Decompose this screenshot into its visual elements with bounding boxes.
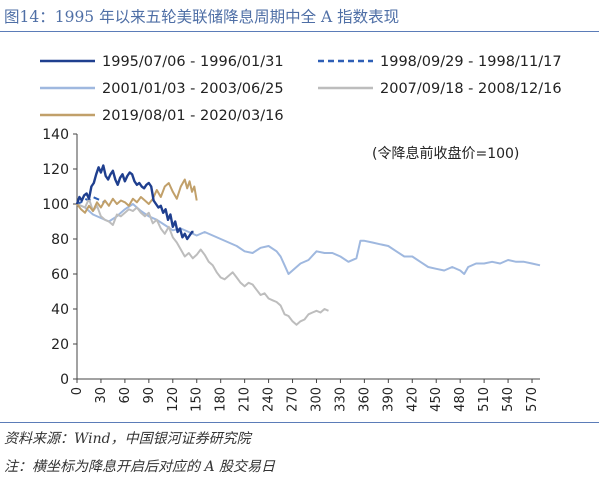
title-rule — [0, 31, 599, 32]
x-tick-label: 210 — [238, 387, 253, 412]
legend: 1995/07/06 - 1996/01/31 1998/09/29 - 1998… — [40, 54, 562, 124]
legend-label-2: 1998/09/29 - 1998/11/17 — [380, 54, 562, 70]
series-line-4 — [76, 197, 329, 326]
x-tick-label: 270 — [286, 387, 301, 412]
x-tick-label: 420 — [405, 387, 420, 412]
axes: 0 20 40 60 80 100 120 140 0 30 60 90 120 150 180 210 240… — [42, 127, 540, 412]
y-tick-label: 120 — [42, 162, 69, 178]
x-tick-label: 480 — [453, 387, 468, 412]
x-tick-label: 570 — [525, 387, 540, 412]
legend-label-1: 1995/07/06 - 1996/01/31 — [102, 54, 284, 70]
x-tick-label: 330 — [333, 387, 348, 412]
y-tick-label: 60 — [51, 267, 69, 283]
chart: 1995/07/06 - 1996/01/31 1998/09/29 - 1998… — [0, 34, 599, 422]
series-line-5 — [76, 178, 198, 214]
figure-title: 图14：1995 年以来五轮美联储降息周期中全 A 指数表现 — [4, 8, 400, 26]
x-tick-label: 90 — [142, 387, 157, 404]
series-line-1 — [75, 164, 194, 241]
y-tick-label: 0 — [60, 372, 69, 388]
x-tick-label: 120 — [166, 387, 181, 412]
legend-label-4: 2007/09/18 - 2008/12/16 — [380, 81, 562, 97]
x-tick-label: 0 — [70, 387, 85, 395]
axis-note: 注：横坐标为降息开启后对应的 A 股交易日 — [4, 459, 276, 475]
source-note: 资料来源：Wind，中国银河证券研究院 — [4, 431, 251, 447]
x-tick-label: 510 — [477, 387, 492, 412]
x-tick-label: 450 — [429, 387, 444, 412]
series-line-3 — [76, 203, 541, 275]
x-tick-label: 360 — [357, 387, 372, 412]
series-layer — [75, 164, 541, 326]
x-tick-label: 150 — [190, 387, 205, 412]
legend-label-5: 2019/08/01 - 2020/03/16 — [102, 108, 284, 124]
x-tick-label: 300 — [309, 387, 324, 412]
y-tick-label: 80 — [51, 232, 69, 248]
legend-label-3: 2001/01/03 - 2003/06/25 — [102, 81, 284, 97]
x-tick-label: 30 — [94, 387, 109, 404]
y-tick-label: 40 — [51, 302, 69, 318]
chart-annotation: (令降息前收盘价=100) — [372, 145, 519, 162]
footer-rule — [0, 422, 599, 423]
x-tick-label: 390 — [381, 387, 396, 412]
x-tick-label: 540 — [501, 387, 516, 412]
x-tick-label: 180 — [214, 387, 229, 412]
y-tick-label: 20 — [51, 337, 69, 353]
series-line-2 — [76, 196, 105, 205]
y-tick-label: 140 — [42, 127, 69, 143]
x-tick-label: 60 — [118, 387, 133, 404]
y-tick-label: 100 — [42, 197, 69, 213]
chart-svg: 1995/07/06 - 1996/01/31 1998/09/29 - 1998… — [40, 54, 562, 412]
x-tick-label: 240 — [262, 387, 277, 412]
